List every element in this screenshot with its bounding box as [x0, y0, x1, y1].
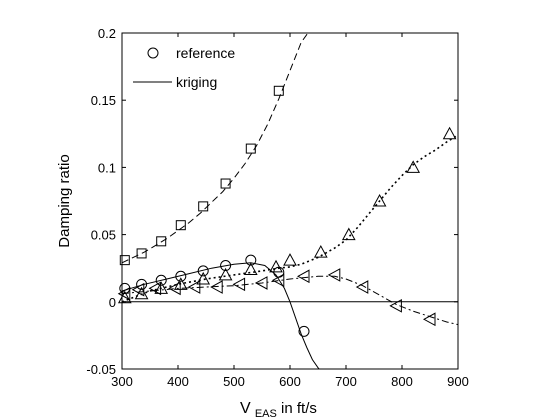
reference-point-circle: [136, 278, 148, 290]
reference-point-triangle-up: [243, 262, 258, 276]
reference-point-triangle-left: [296, 269, 310, 284]
reference-point-circle: [155, 274, 167, 286]
x-axis-title-sub: EAS: [255, 408, 277, 420]
legend-reference-label: reference: [176, 45, 235, 61]
reference-point-triangle-up: [442, 126, 457, 140]
reference-point-triangle-left: [232, 277, 246, 292]
legend: reference kriging: [133, 45, 235, 90]
x-axis-title-main: V: [240, 400, 251, 417]
reference-point-triangle-up: [341, 227, 356, 241]
kriging-curves: [122, 33, 458, 369]
y-tick-label: 0.15: [91, 93, 116, 108]
y-tick-label: 0.05: [91, 228, 116, 243]
reference-point-circle: [245, 254, 257, 266]
reference-point-circle: [175, 270, 187, 282]
x-tick-label: 300: [111, 374, 133, 389]
reference-point-triangle-left: [389, 298, 402, 313]
reference-point-triangle-left: [327, 268, 341, 282]
reference-point-square: [198, 201, 209, 212]
reference-point-triangle-up: [218, 267, 233, 281]
reference-point-triangle-up: [154, 281, 169, 294]
reference-point-square: [175, 220, 186, 231]
x-tick-label: 900: [447, 374, 469, 389]
reference-point-triangle-left: [187, 280, 201, 294]
reference-point-square: [119, 255, 130, 266]
reference-point-triangle-up: [406, 160, 421, 173]
reference-point-square: [136, 248, 147, 259]
plot-area: [122, 33, 458, 369]
x-tick-label: 600: [279, 374, 301, 389]
kriging-curve-square: [122, 33, 309, 264]
y-tick-label: 0.2: [98, 26, 116, 41]
y-axis-title: Damping ratio: [56, 154, 73, 247]
reference-point-circle: [220, 260, 232, 272]
reference-point-triangle-up: [372, 193, 387, 207]
kriging-curve-triangle-left: [122, 275, 458, 326]
legend-reference-marker: [147, 47, 159, 59]
kriging-curve-triangle-up: [122, 134, 458, 303]
x-tick-label: 800: [391, 374, 413, 389]
reference-point-triangle-left: [117, 286, 131, 301]
x-axis-title-rest: in ft/s: [281, 400, 317, 417]
x-axis-title: V EAS in ft/s: [240, 400, 317, 420]
reference-point-triangle-up: [196, 271, 211, 285]
y-tick-label: 0.1: [98, 160, 116, 175]
reference-point-triangle-left: [168, 281, 181, 296]
reference-point-triangle-left: [254, 276, 268, 290]
kriging-curve-circle: [122, 262, 320, 369]
x-tick-label: 700: [335, 374, 357, 389]
reference-point-circle: [197, 265, 209, 277]
reference-point-square: [245, 143, 256, 154]
x-tick-label: 400: [167, 374, 189, 389]
reference-point-circle: [298, 325, 310, 337]
reference-markers: [117, 85, 457, 337]
reference-point-triangle-left: [210, 280, 223, 294]
reference-point-square: [220, 178, 231, 189]
y-tick-label: -0.05: [86, 362, 116, 377]
reference-point-triangle-left: [148, 281, 162, 296]
reference-point-triangle-up: [269, 259, 283, 273]
reference-point-triangle-left: [271, 273, 285, 288]
reference-point-triangle-left: [131, 282, 145, 297]
y-tick-label: 0: [109, 295, 116, 310]
reference-point-triangle-up: [283, 253, 297, 266]
reference-point-triangle-up: [313, 245, 328, 258]
axis-ticks: 300 400 500 600 700 800 900 -0.05 0 0.05 0.1 0.15 0.…: [86, 26, 468, 389]
reference-point-square: [156, 236, 167, 247]
reference-point-triangle-left: [355, 280, 369, 294]
legend-kriging-label: kriging: [176, 74, 217, 90]
x-tick-label: 500: [223, 374, 245, 389]
reference-point-square: [273, 85, 284, 96]
reference-point-triangle-left: [422, 312, 436, 327]
